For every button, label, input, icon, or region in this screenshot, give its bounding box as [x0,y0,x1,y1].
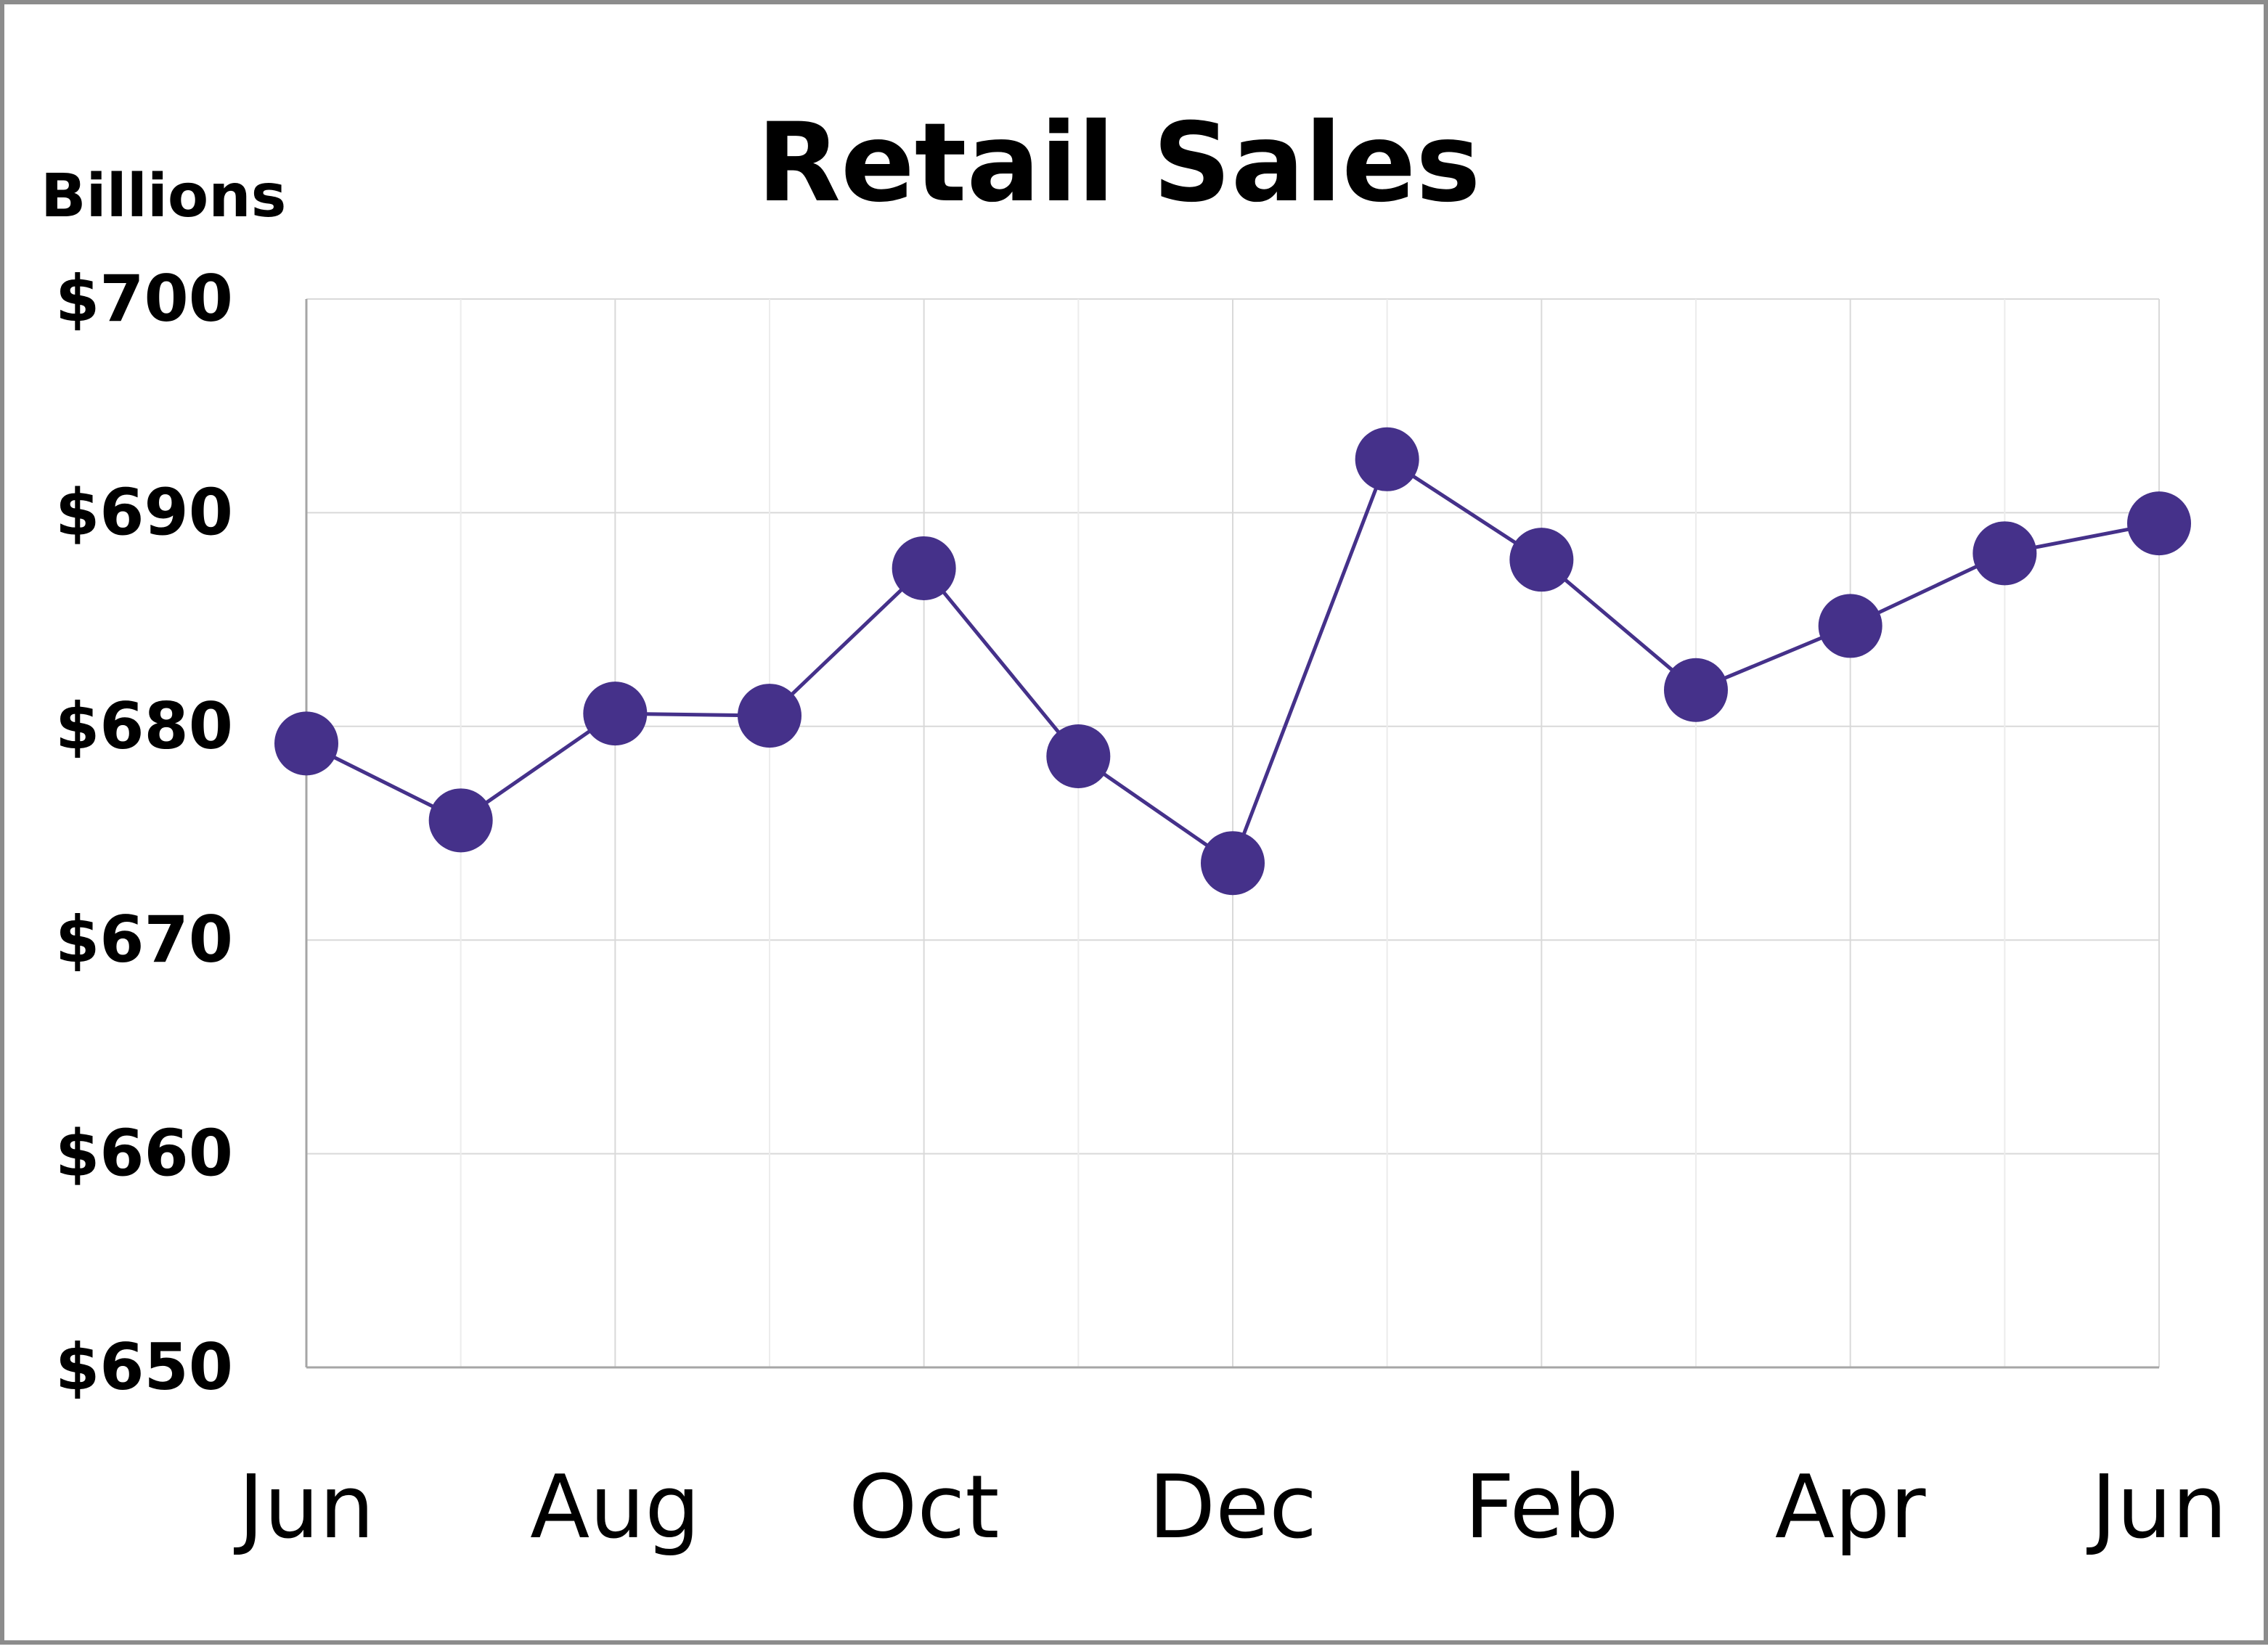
x-tick-label: Jun [233,1457,375,1558]
y-tick-label: $680 [55,689,233,764]
x-tick-label: Jun [2086,1457,2227,1558]
data-point [1046,724,1111,789]
y-tick-label: $650 [55,1330,233,1404]
y-axis-unit-label: Billions [41,162,286,231]
data-point [1664,658,1728,722]
x-axis-tick-labels: Jun Aug Oct Dec Feb Apr Jun [233,1457,2227,1558]
y-tick-label: $700 [55,261,233,336]
y-tick-label: $690 [55,475,233,549]
data-point [1509,528,1574,592]
x-tick-label: Aug [530,1457,700,1558]
x-tick-label: Apr [1775,1457,1926,1558]
data-point [583,682,648,746]
chart-title: Retail Sales [757,100,1481,226]
data-point [274,711,338,776]
axes [305,299,2159,1369]
data-point [1355,427,1419,491]
data-point [1201,831,1265,896]
data-point [1973,521,2037,586]
data-point [892,536,956,600]
y-axis-tick-labels: $650 $660 $670 $680 $690 $700 [55,261,233,1404]
data-point [738,684,801,748]
x-tick-label: Oct [849,1457,999,1558]
x-tick-label: Dec [1149,1457,1317,1558]
retail-sales-chart: Retail Sales Billions $650$660$670$680$6… [41,100,2227,1558]
data-point [428,788,493,853]
y-tick-label: $660 [55,1116,233,1191]
data-point [2127,491,2191,556]
data-point [1818,594,1882,658]
y-tick-label: $670 [55,902,233,977]
x-tick-label: Feb [1464,1457,1618,1558]
data-series [274,427,2191,896]
